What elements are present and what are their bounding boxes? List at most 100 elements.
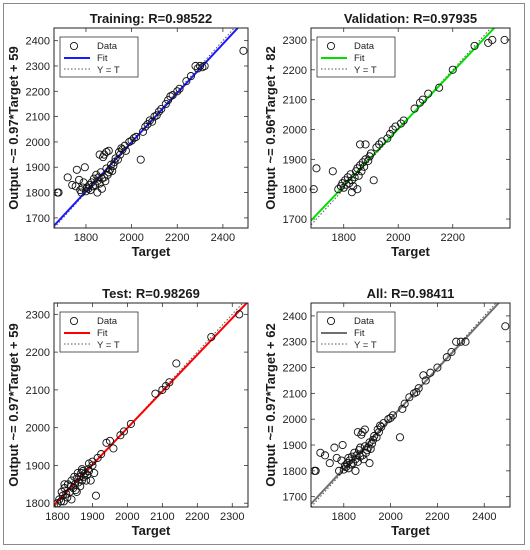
y-tick-label: 2100 — [26, 112, 50, 124]
legend-yt-label: Y = T — [354, 65, 377, 76]
data-point — [447, 348, 456, 357]
y-tick-label: 2100 — [283, 95, 307, 107]
data-point — [56, 497, 66, 506]
legend-data-marker — [69, 41, 79, 51]
data-point — [347, 188, 356, 197]
data-point — [76, 482, 85, 491]
chart-panel-3: Test: R=0.98269 Target Output ~= 0.97*Targ… — [6, 286, 249, 538]
y-tick-label: 1700 — [283, 492, 307, 504]
data-point — [198, 63, 207, 72]
legend-fit-label: Fit — [97, 53, 108, 64]
data-point — [113, 155, 122, 164]
axes-box — [53, 27, 249, 229]
data-point — [77, 465, 87, 474]
chart-panel-1: Training: R=0.98522 Target Output ~= 0.97*… — [6, 11, 249, 259]
x-tick-label: 2200 — [185, 511, 209, 523]
data-point — [352, 451, 361, 460]
data-point — [335, 466, 344, 475]
data-point — [452, 337, 461, 346]
data-point — [90, 468, 99, 478]
data-point — [60, 480, 69, 489]
data-point — [84, 184, 93, 193]
data-point — [88, 457, 97, 466]
data-point — [94, 173, 103, 182]
data-point — [136, 155, 145, 164]
data-point — [320, 451, 330, 460]
data-point — [470, 41, 479, 50]
data-point — [330, 443, 339, 452]
data-point — [104, 146, 113, 155]
data-point — [86, 476, 95, 485]
y-tick-label: 1800 — [283, 184, 307, 196]
data-point — [372, 143, 381, 152]
data-point — [366, 444, 375, 453]
data-point — [235, 310, 244, 319]
data-point — [109, 444, 118, 453]
x-tick-label: 2300 — [220, 511, 244, 523]
chart-panel-4: All: R=0.98411 Target Output ~= 0.97*Targe… — [263, 286, 511, 538]
data-point — [383, 134, 392, 143]
x-tick-label: 1800 — [74, 232, 98, 244]
legend-fit-label: Fit — [97, 328, 108, 339]
data-point — [339, 465, 348, 474]
data-point — [239, 46, 248, 55]
data-point — [95, 150, 104, 159]
data-point — [342, 462, 351, 472]
y-tick-label: 2300 — [26, 61, 50, 73]
data-point — [311, 466, 320, 475]
legend-data-marker — [326, 316, 336, 326]
legend-data-marker — [69, 316, 79, 326]
x-tick-label: 1800 — [331, 232, 355, 244]
data-point — [165, 378, 174, 387]
data-point — [207, 332, 216, 342]
data-point — [343, 459, 352, 468]
data-point — [418, 95, 427, 104]
x-axis-label: Target — [391, 244, 430, 259]
data-point — [372, 433, 381, 442]
data-point — [356, 161, 365, 170]
data-point — [488, 35, 497, 44]
chart-title: Validation: R=0.97935 — [344, 11, 477, 26]
y-tick-label: 1900 — [283, 154, 307, 166]
x-tick-label: 1800 — [45, 511, 69, 523]
y-tick-label: 2100 — [26, 385, 50, 397]
x-tick-label: 2000 — [386, 232, 410, 244]
data-point — [399, 116, 408, 125]
y-tick-label: 2000 — [283, 414, 307, 426]
data-point — [356, 140, 365, 149]
data-point — [54, 188, 63, 197]
y-axis-label: Output ~= 0.97*Target + 59 — [6, 46, 21, 209]
x-tick-label: 2400 — [211, 232, 235, 244]
data-point — [172, 359, 181, 368]
data-point — [456, 337, 465, 346]
data-point — [129, 134, 138, 143]
data-point — [309, 185, 318, 194]
data-point — [419, 371, 428, 380]
data-point — [377, 422, 386, 431]
data-point — [328, 167, 337, 176]
y-tick-label: 1800 — [26, 188, 50, 200]
data-point — [166, 92, 175, 101]
data-point — [97, 184, 106, 193]
data-point — [414, 384, 423, 393]
data-point — [200, 61, 209, 71]
y-tick-label: 2300 — [283, 337, 307, 349]
data-point — [361, 140, 370, 149]
y-tick-label: 2300 — [26, 309, 50, 321]
data-point — [358, 428, 367, 437]
y-tick-label: 2200 — [26, 86, 50, 98]
data-point — [334, 185, 343, 194]
data-point — [182, 77, 191, 86]
x-tick-label: 2100 — [150, 511, 174, 523]
data-point — [415, 98, 425, 107]
legend-data-label: Data — [97, 41, 118, 52]
data-point — [77, 476, 87, 485]
x-tick-label: 2200 — [425, 511, 449, 523]
legend-yt-label: Y = T — [97, 340, 120, 351]
fit-line — [311, 303, 501, 505]
data-point — [102, 148, 111, 157]
x-tick-label: 2000 — [115, 511, 139, 523]
y-axis-label: Output ~= 0.97*Target + 59 — [6, 323, 21, 486]
